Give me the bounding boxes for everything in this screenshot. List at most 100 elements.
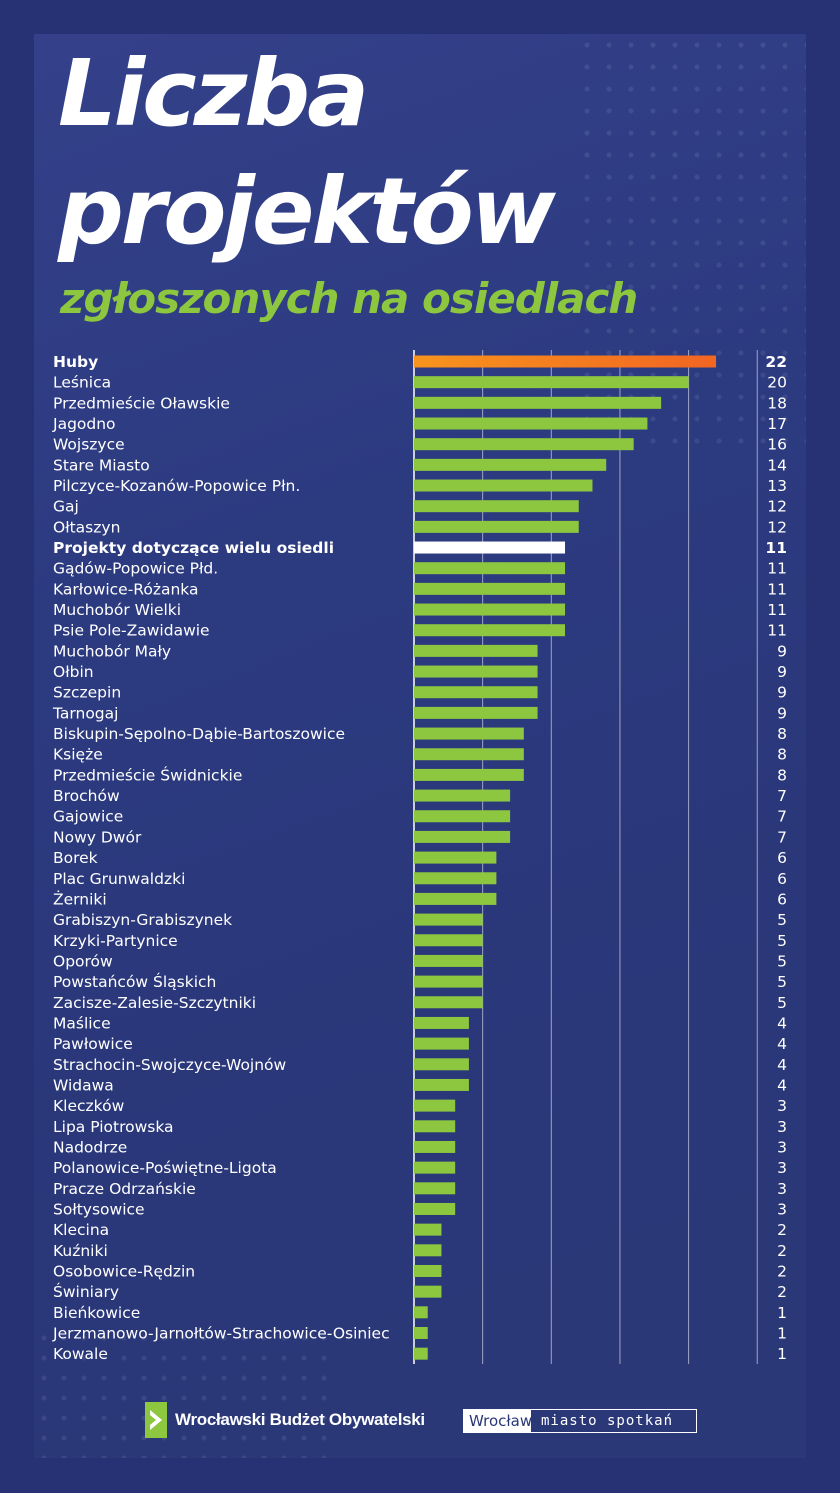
bar: [414, 417, 648, 430]
bar: [414, 996, 483, 1009]
bar: [414, 458, 607, 471]
bar: [414, 1223, 442, 1236]
bar: [414, 1244, 442, 1257]
category-label: Gądów-Popowice Płd.: [53, 560, 218, 578]
bar: [414, 706, 538, 719]
value-label: 3: [777, 1200, 787, 1218]
value-label: 8: [777, 766, 787, 784]
value-label: 3: [777, 1159, 787, 1177]
category-label: Kowale: [53, 1345, 108, 1363]
value-label: 1: [777, 1304, 787, 1322]
category-label: Gajowice: [53, 808, 123, 826]
value-label: 4: [777, 1014, 787, 1032]
bar: [414, 376, 689, 389]
category-label: Biskupin-Sępolno-Dąbie-Bartoszowice: [53, 725, 345, 743]
bar: [414, 1285, 442, 1298]
category-label: Kuźniki: [53, 1242, 108, 1260]
bar: [414, 624, 566, 637]
value-label: 17: [767, 415, 787, 433]
value-label: 11: [767, 560, 787, 578]
category-label: Osobowice-Rędzin: [53, 1262, 195, 1280]
value-label: 11: [767, 580, 787, 598]
bar: [414, 603, 566, 616]
value-label: 12: [767, 498, 787, 516]
category-label: Oporów: [53, 952, 113, 970]
value-label: 11: [765, 539, 787, 557]
value-label: 18: [767, 394, 787, 412]
bar: [414, 810, 511, 823]
category-label: Szczepin: [53, 684, 121, 702]
category-label: Świniary: [53, 1282, 119, 1301]
category-label: Lipa Piotrowska: [53, 1118, 174, 1136]
value-label: 11: [767, 601, 787, 619]
bar: [414, 686, 538, 699]
value-label: 8: [777, 725, 787, 743]
value-label: 3: [777, 1180, 787, 1198]
category-label: Nowy Dwór: [53, 828, 142, 846]
value-label: 6: [777, 849, 787, 867]
value-label: 4: [777, 1076, 787, 1094]
value-label: 8: [777, 746, 787, 764]
wroclaw-wordmark: Wrocław: [464, 1410, 532, 1432]
category-label: Psie Pole-Zawidawie: [53, 622, 210, 640]
category-label: Żerniki: [53, 889, 107, 908]
wroclaw-tagline: miasto spotkań: [541, 1413, 674, 1429]
bar: [414, 355, 717, 368]
category-label: Polanowice-Poświętne-Ligota: [53, 1159, 277, 1177]
bar: [414, 1140, 456, 1153]
category-label: Brochów: [53, 787, 120, 805]
bar: [414, 562, 566, 575]
bar: [414, 396, 662, 409]
bar: [414, 1016, 469, 1029]
bar: [414, 500, 579, 513]
bar: [414, 1182, 456, 1195]
value-label: 9: [777, 684, 787, 702]
bar: [414, 748, 524, 761]
bar: [414, 851, 497, 864]
category-label: Pawłowice: [53, 1035, 133, 1053]
bar: [414, 1161, 456, 1174]
category-label: Maślice: [53, 1014, 111, 1032]
wroclaw-logo: Wrocław miasto spotkań: [463, 1409, 697, 1433]
category-label: Sołtysowice: [53, 1200, 145, 1218]
category-label: Muchobór Wielki: [53, 601, 181, 619]
bar: [414, 479, 593, 492]
title-line-2: projektów: [58, 158, 556, 265]
bar: [414, 872, 497, 885]
bar: [414, 541, 566, 554]
category-label: Kleczków: [53, 1097, 125, 1115]
value-label: 2: [777, 1283, 787, 1301]
bar: [414, 1120, 456, 1133]
bar: [414, 975, 483, 988]
value-label: 5: [777, 994, 787, 1012]
category-label: Przedmieście Świdnickie: [53, 765, 242, 784]
value-label: 12: [767, 518, 787, 536]
value-label: 2: [777, 1221, 787, 1239]
value-label: 9: [777, 663, 787, 681]
value-label: 3: [777, 1118, 787, 1136]
category-label: Krzyki-Partynice: [53, 932, 178, 950]
value-label: 9: [777, 704, 787, 722]
bar: [414, 644, 538, 657]
category-label: Grabiszyn-Grabiszynek: [53, 911, 232, 929]
value-label: 5: [777, 932, 787, 950]
bar: [414, 768, 524, 781]
value-label: 7: [777, 787, 787, 805]
bar: [414, 892, 497, 905]
bar: [414, 665, 538, 678]
bar: [414, 1078, 469, 1091]
bar: [414, 789, 511, 802]
category-label: Księże: [53, 746, 103, 764]
value-label: 16: [767, 436, 787, 454]
category-label: Stare Miasto: [53, 456, 150, 474]
category-label: Tarnogaj: [52, 704, 118, 722]
category-label: Powstańców Śląskich: [53, 972, 216, 991]
value-label: 6: [777, 890, 787, 908]
bar: [414, 1347, 428, 1360]
bar: [414, 1037, 469, 1050]
value-label: 14: [767, 456, 787, 474]
wbo-label: Wrocławski Budżet Obywatelski: [175, 1410, 425, 1429]
category-label: Wojszyce: [53, 436, 125, 454]
value-label: 1: [777, 1324, 787, 1342]
